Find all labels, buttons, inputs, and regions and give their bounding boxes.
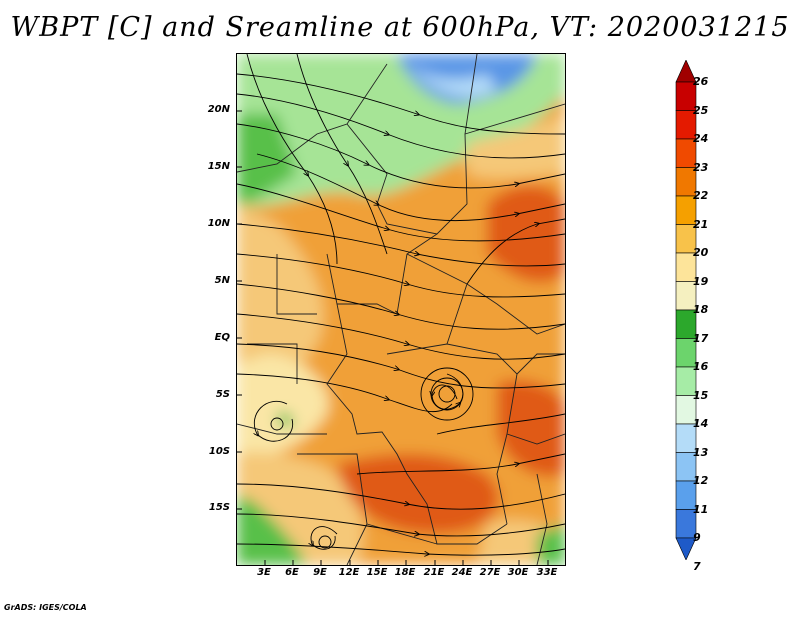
lat-label: EQ [214, 332, 230, 343]
shade-green-southeast [537, 524, 565, 565]
lon-label: 24E [451, 567, 473, 578]
colorbar-label: 25 [693, 103, 709, 117]
map-svg [237, 54, 565, 565]
colorbar-label: 26 [693, 75, 709, 88]
lon-label: 33E [536, 567, 558, 578]
lat-label: 5N [214, 275, 230, 286]
chart-title: WBPT [C] and Sreamline at 600hPa, VT: 20… [10, 12, 790, 43]
colorbar [675, 60, 697, 560]
colorbar-label: 15 [693, 388, 709, 402]
colorbar-label: 20 [693, 246, 709, 259]
lon-label: 9E [313, 567, 327, 578]
map-panel [236, 53, 566, 566]
lon-label: 18E [394, 567, 416, 578]
lon-label: 12E [338, 567, 360, 578]
colorbar-label: 19 [693, 274, 709, 288]
lat-label: 15N [207, 161, 230, 172]
colorbar-label: 9 [693, 531, 701, 544]
lat-label: 15S [208, 502, 230, 513]
lon-label: 3E [257, 567, 271, 578]
shade-green-southwest [237, 494, 307, 565]
colorbar-label: 14 [693, 417, 709, 430]
colorbar-label: 12 [693, 474, 709, 487]
streamlines [237, 54, 565, 555]
lon-label: 21E [423, 567, 445, 578]
lon-ticks [264, 560, 549, 565]
colorbar-label: 11 [693, 502, 709, 516]
lon-label: 30E [507, 567, 529, 578]
colorbar-label: 23 [693, 160, 709, 174]
vortex-center [270, 367, 474, 549]
colorbar-label: 21 [693, 217, 709, 231]
colorbar-label: 18 [693, 303, 709, 316]
lon-label: 15E [366, 567, 388, 578]
shade-deep-east [497, 380, 565, 477]
colorbar-label: 13 [693, 445, 709, 459]
shade-blue-light [407, 64, 497, 97]
lon-label: 27E [479, 567, 501, 578]
lat-label: 10N [207, 218, 230, 229]
lat-label: 20N [207, 104, 230, 115]
colorbar-bottom-arrow [675, 537, 697, 560]
colorbar-label: 16 [693, 360, 709, 373]
colorbar-label: 7 [693, 559, 701, 573]
lat-label: 10S [208, 446, 230, 457]
lon-label: 6E [285, 567, 299, 578]
temperature-shading [237, 54, 565, 565]
colorbar-label: 24 [693, 132, 709, 145]
colorbar-label: 17 [693, 331, 709, 345]
shade-green-small [276, 412, 294, 427]
shade-deep-south [337, 454, 499, 534]
colorbar-label: 22 [693, 189, 709, 202]
grads-credit: GrADS: IGES/COLA [4, 603, 87, 612]
lat-label: 5S [215, 389, 230, 400]
